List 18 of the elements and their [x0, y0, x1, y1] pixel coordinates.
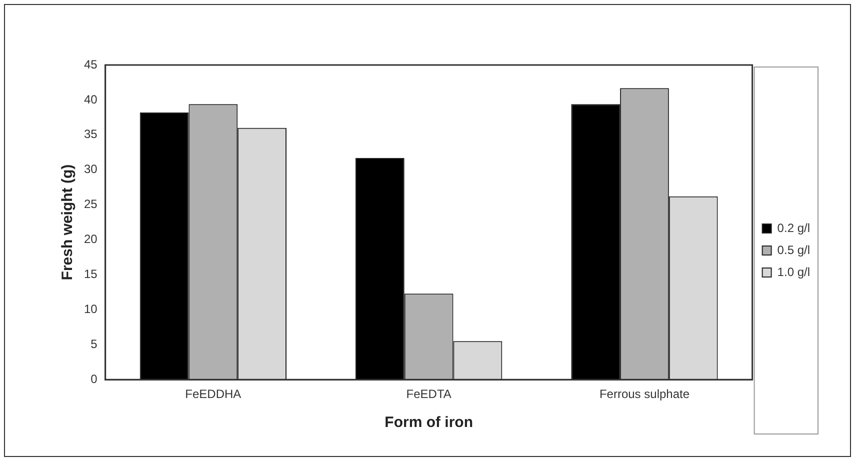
x-axis-title: Form of iron: [384, 414, 473, 432]
y-tick-label: 45: [84, 57, 98, 72]
legend-label: 0.5 g/l: [777, 242, 810, 257]
legend-label: 1.0 g/l: [777, 264, 810, 279]
y-tick-label: 40: [84, 92, 98, 106]
x-tick-label: Ferrous sulphate: [599, 387, 690, 402]
x-tick-label: FeEDDHA: [185, 387, 242, 402]
y-tick-label: 10: [84, 302, 98, 316]
y-tick-label: 15: [84, 267, 98, 282]
x-tick-label: FeEDTA: [406, 387, 452, 402]
y-tick-label: 30: [84, 162, 98, 176]
y-tick-label: 5: [90, 336, 98, 351]
y-tick-label: 0: [90, 372, 98, 386]
legend-label: 0.2 g/l: [777, 220, 810, 235]
y-tick-label: 25: [84, 197, 98, 212]
y-axis-title: Fresh weight (g): [59, 164, 76, 280]
y-tick-label: 35: [84, 127, 98, 142]
y-tick-label: 20: [84, 232, 98, 246]
